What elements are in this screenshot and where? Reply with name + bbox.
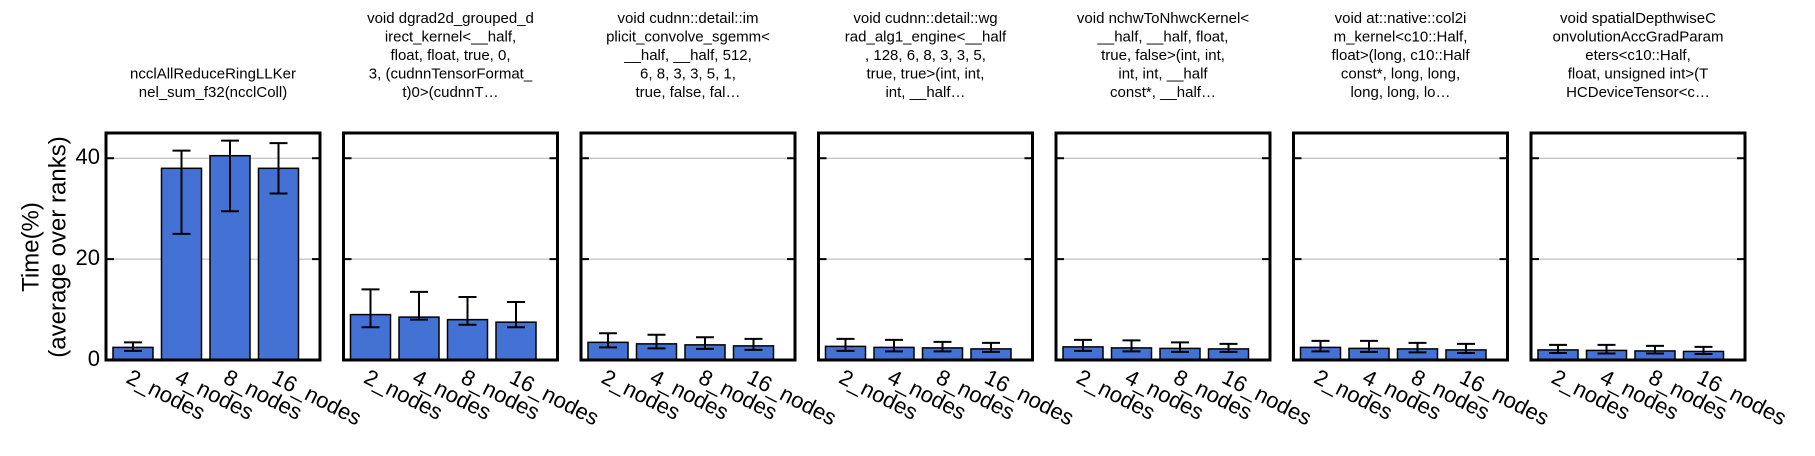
- y-tick-label: 40: [76, 144, 100, 169]
- panel-title-line: m_kernel<c10::Half,: [1334, 29, 1468, 46]
- panel: void dgrad2d_grouped_d irect_kernel<__hal…: [342, 10, 603, 430]
- panel-title-line: void cudnn::detail::wg: [853, 10, 997, 27]
- panel-frame: [1529, 131, 1747, 362]
- panel: void at::native::col2im_kernel<c10::Half…: [1292, 10, 1553, 430]
- panel-title-line: float>(long, c10::Half: [1332, 47, 1471, 64]
- panel-title-line: t)0>(cudnnT…: [402, 84, 498, 101]
- panel-title-line: nel_sum_f32(ncclColl): [139, 84, 287, 101]
- panel: void spatialDepthwiseC onvolutionAccGradP…: [1529, 10, 1791, 430]
- panel-title-line: rad_alg1_engine<__half: [845, 29, 1007, 46]
- bar: [495, 321, 537, 361]
- panel-title-line: __half, __half, float,: [1097, 29, 1229, 46]
- bar: [446, 318, 489, 361]
- panel: void nchwToNhwcKernel< __half, __half, fl…: [1054, 10, 1316, 430]
- bar: [257, 167, 300, 361]
- panel-title-line: true, false>(int, int,: [1101, 47, 1225, 64]
- bar: [398, 316, 440, 361]
- panel-frame: [1054, 131, 1272, 362]
- panel-title-line: int, int, __half: [1118, 66, 1208, 83]
- panel-title-line: eters<c10::Half,: [1585, 47, 1690, 64]
- panel-title-line: __half, __half, 512,: [623, 47, 752, 64]
- panel-title-line: int, __half…: [885, 84, 965, 101]
- panel-title-line: onvolutionAccGradParam: [1553, 29, 1724, 46]
- panel-title-line: true, true>(int, int,: [867, 66, 985, 83]
- y-axis-label-line: (average over ranks): [44, 136, 71, 357]
- panel-frame: [1292, 131, 1509, 362]
- panel-title-line: float, float, true, 0,: [390, 47, 510, 64]
- panel-title-line: float, unsigned int>(T: [1568, 66, 1709, 83]
- panel-title-line: plicit_convolve_sgemm<: [606, 29, 770, 46]
- panel-title-line: HCDeviceTensor<c…: [1566, 84, 1710, 101]
- y-axis-label: Time(%) (average over ranks): [17, 136, 71, 357]
- panel-title-line: , 128, 6, 8, 3, 3, 5,: [865, 47, 986, 64]
- panel-frame: [342, 131, 559, 362]
- panel-title-line: true, false, fal…: [635, 84, 740, 101]
- panel-title-line: void spatialDepthwiseC: [1560, 10, 1716, 27]
- panel-frame: [104, 131, 322, 362]
- panel-frame: [817, 131, 1034, 362]
- y-axis-label-line: Time(%): [17, 202, 44, 292]
- panel-title-line: const*, __half…: [1110, 84, 1216, 101]
- panel-title-line: 6, 8, 3, 3, 5, 1,: [640, 66, 736, 83]
- panel: ncclAllReduceRingLLKernel_sum_f32(ncclCo…: [76, 66, 366, 431]
- panel: void cudnn::detail::implicit_convolve_sg…: [579, 10, 841, 430]
- panel-title-line: ncclAllReduceRingLLKer: [130, 66, 296, 83]
- panel-title-line: void nchwToNhwcKernel<: [1077, 10, 1249, 27]
- panel-title-line: void at::native::col2i: [1335, 10, 1467, 27]
- panel-title-line: long, long, lo…: [1350, 84, 1450, 101]
- panels: ncclAllReduceRingLLKernel_sum_f32(ncclCo…: [76, 10, 1791, 430]
- y-tick-label: 0: [88, 346, 100, 371]
- panel-title-line: void dgrad2d_grouped_d: [367, 10, 534, 27]
- panel: void cudnn::detail::wgrad_alg1_engine<__…: [817, 10, 1078, 430]
- panel-title-line: void cudnn::detail::im: [618, 10, 759, 27]
- panel-title-line: irect_kernel<__half,: [385, 29, 516, 46]
- panel-title-line: 3, (cudnnTensorFormat_: [369, 66, 533, 83]
- bar: [209, 154, 251, 361]
- panel-title-line: const*, long, long,: [1341, 66, 1460, 83]
- y-tick-label: 20: [76, 245, 100, 270]
- panel-frame: [579, 131, 797, 362]
